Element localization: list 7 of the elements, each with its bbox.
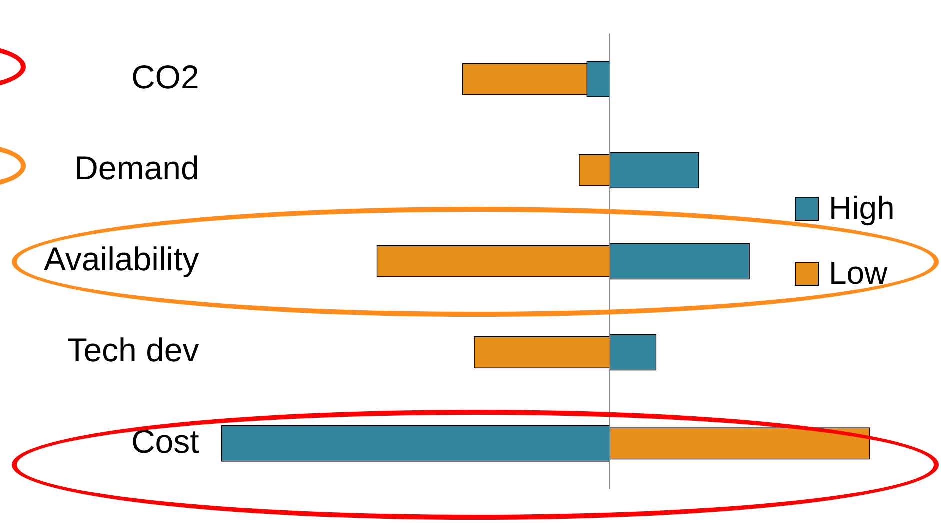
y-tick-label: CO2 <box>131 58 200 96</box>
legend-label: Low <box>829 255 888 292</box>
y-tick-label: Availability <box>44 240 200 278</box>
y-tick-label: Demand <box>74 150 200 187</box>
y-tick-label: Tech dev <box>67 332 200 369</box>
legend-label: High <box>829 190 895 227</box>
y-tick-label: Cost <box>131 422 200 460</box>
